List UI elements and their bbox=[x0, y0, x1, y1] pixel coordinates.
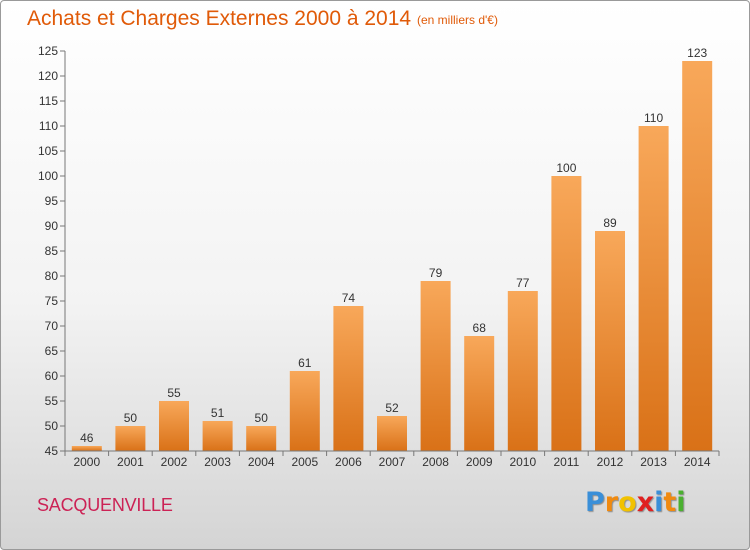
logo-letter: P bbox=[585, 487, 605, 518]
y-tick-label-105: 105 bbox=[38, 144, 58, 158]
x-tick-label-2001: 2001 bbox=[117, 455, 144, 469]
label-group: 46 2000 50 2001 55 2002 51 2003 50 2004 61 2005 74 20… bbox=[38, 44, 711, 469]
x-tick-label-2000: 2000 bbox=[73, 455, 100, 469]
x-tick-label-2013: 2013 bbox=[640, 455, 667, 469]
x-tick-label-2004: 2004 bbox=[248, 455, 275, 469]
x-tick-label-2010: 2010 bbox=[509, 455, 536, 469]
value-label-2000: 46 bbox=[80, 431, 94, 445]
value-label-2008: 79 bbox=[429, 266, 443, 280]
value-label-2010: 77 bbox=[516, 276, 530, 290]
value-label-2005: 61 bbox=[298, 356, 312, 370]
commune-name: SACQUENVILLE bbox=[37, 495, 173, 515]
x-tick-label-2012: 2012 bbox=[597, 455, 624, 469]
y-tick-label-60: 60 bbox=[45, 369, 59, 383]
chart-title: Achats et Charges Externes 2000 à 2014 bbox=[27, 7, 412, 30]
y-tick-label-100: 100 bbox=[38, 169, 58, 183]
y-tick-label-50: 50 bbox=[45, 419, 59, 433]
value-label-2003: 51 bbox=[211, 406, 225, 420]
bar-2002 bbox=[159, 401, 189, 451]
x-tick-label-2006: 2006 bbox=[335, 455, 362, 469]
y-tick-label-85: 85 bbox=[45, 244, 59, 258]
bar-2010 bbox=[507, 291, 538, 451]
logo-letter: i bbox=[654, 487, 664, 518]
logo-letter: o bbox=[618, 487, 637, 518]
logo-letter: i bbox=[676, 487, 686, 518]
bar-2012 bbox=[595, 231, 625, 451]
value-label-2009: 68 bbox=[473, 321, 487, 335]
logo-letter: t bbox=[663, 487, 677, 518]
value-label-2004: 50 bbox=[255, 411, 269, 425]
bar-2001 bbox=[115, 426, 146, 451]
logo-letter: r bbox=[604, 487, 619, 518]
y-tick-label-110: 110 bbox=[39, 119, 58, 133]
bar-2007 bbox=[377, 416, 407, 451]
y-tick-label-65: 65 bbox=[45, 344, 59, 358]
bar-2004 bbox=[246, 426, 277, 451]
x-tick-label-2002: 2002 bbox=[161, 455, 188, 469]
x-tick-label-2011: 2011 bbox=[553, 455, 579, 469]
y-tick-label-125: 125 bbox=[38, 44, 58, 58]
x-tick-label-2003: 2003 bbox=[204, 455, 231, 469]
y-tick-label-90: 90 bbox=[45, 219, 59, 233]
bar-2014 bbox=[682, 61, 713, 451]
value-label-2002: 55 bbox=[167, 386, 181, 400]
value-label-2006: 74 bbox=[342, 291, 356, 305]
chart-subtitle: (en milliers d'€) bbox=[417, 13, 498, 27]
y-tick-label-115: 115 bbox=[39, 94, 58, 108]
bar-2011 bbox=[551, 176, 582, 451]
bar-2006 bbox=[333, 306, 364, 451]
value-label-2012: 89 bbox=[603, 216, 617, 230]
y-tick-label-55: 55 bbox=[45, 394, 59, 408]
bar-2005 bbox=[289, 371, 320, 451]
value-label-2007: 52 bbox=[385, 401, 399, 415]
x-tick-label-2007: 2007 bbox=[379, 455, 406, 469]
x-tick-label-2008: 2008 bbox=[422, 455, 449, 469]
value-label-2014: 123 bbox=[687, 46, 707, 60]
y-tick-label-70: 70 bbox=[45, 319, 59, 333]
y-tick-label-45: 45 bbox=[45, 444, 59, 458]
value-label-2011: 100 bbox=[556, 161, 576, 175]
y-tick-label-95: 95 bbox=[45, 194, 59, 208]
x-tick-label-2005: 2005 bbox=[291, 455, 318, 469]
value-label-2001: 50 bbox=[124, 411, 138, 425]
axes bbox=[60, 50, 720, 456]
x-tick-label-2009: 2009 bbox=[466, 455, 493, 469]
x-tick-label-2014: 2014 bbox=[684, 455, 711, 469]
bar-group bbox=[71, 61, 713, 451]
bar-2013 bbox=[638, 126, 669, 451]
logo-letter: x bbox=[636, 487, 655, 518]
bar-2008 bbox=[420, 281, 451, 451]
y-tick-label-120: 120 bbox=[38, 69, 58, 83]
bar-2003 bbox=[202, 421, 233, 451]
y-tick-label-80: 80 bbox=[45, 269, 59, 283]
bar-2000 bbox=[71, 446, 102, 451]
proxiti-logo: Proxiti bbox=[585, 487, 686, 518]
value-label-2013: 110 bbox=[644, 111, 663, 125]
y-tick-label-75: 75 bbox=[45, 294, 59, 308]
bar-2009 bbox=[464, 336, 495, 451]
